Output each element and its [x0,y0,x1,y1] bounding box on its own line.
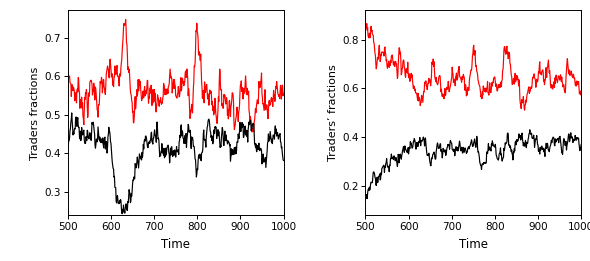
X-axis label: Time: Time [161,238,190,251]
X-axis label: Time: Time [459,238,488,251]
Y-axis label: Traders fractions: Traders fractions [30,66,40,159]
Y-axis label: Traders’ fractions: Traders’ fractions [328,64,338,161]
